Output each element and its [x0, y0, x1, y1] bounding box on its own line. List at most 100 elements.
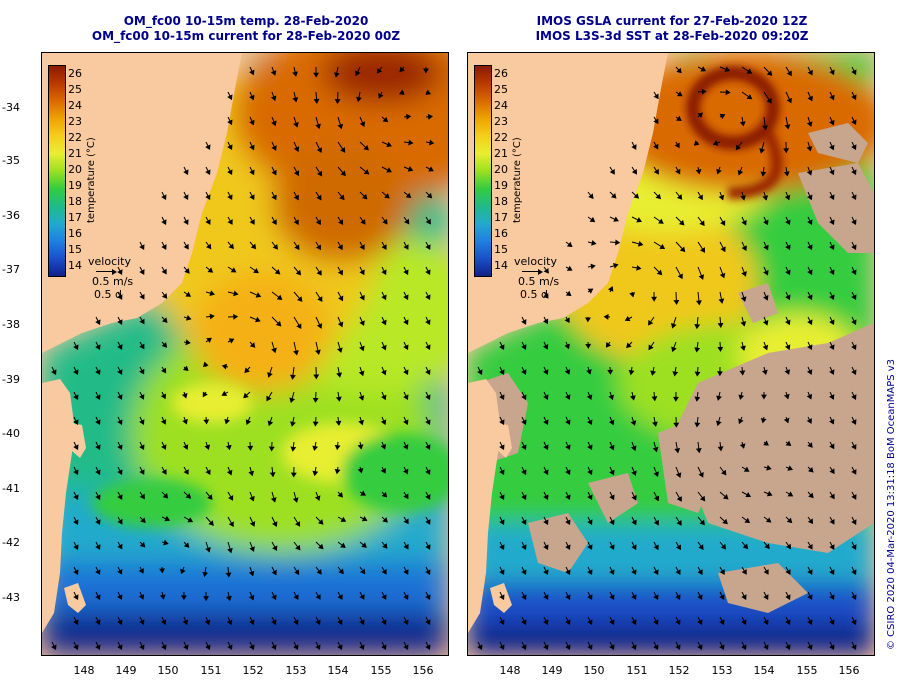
left-map-svg: [42, 53, 448, 655]
current-vector-head: [737, 169, 744, 176]
velocity-legend-speed: 0.5 m/s: [518, 275, 560, 288]
current-vector-head: [699, 247, 706, 253]
current-vector-head: [182, 418, 188, 425]
current-vector-head: [253, 267, 259, 274]
current-vector-head: [851, 319, 857, 326]
current-vector-head: [633, 193, 640, 199]
current-vector-head: [499, 594, 505, 601]
current-vector-head: [741, 644, 747, 651]
colorbar-label: 21: [68, 147, 82, 160]
current-vector-head: [248, 470, 255, 477]
x-tick-label: 156: [412, 664, 434, 677]
current-vector-head: [225, 444, 232, 451]
current-vector-head: [183, 243, 189, 250]
current-vector-head: [183, 469, 189, 475]
colorbar-label: 22: [68, 131, 82, 144]
current-vector-head: [428, 166, 434, 172]
current-vector-head: [499, 344, 505, 351]
current-vector-head: [763, 440, 769, 446]
colorbar-label: 15: [494, 243, 508, 256]
current-vector-head: [249, 342, 256, 348]
current-vector-head: [676, 496, 682, 502]
current-vector-head: [73, 344, 79, 351]
current-vector-head: [697, 619, 703, 626]
current-vector-head: [248, 594, 255, 601]
current-vector-head: [315, 644, 321, 651]
current-vector-head: [675, 644, 681, 651]
current-vector-head: [425, 494, 431, 500]
x-tick-label: 154: [753, 664, 775, 677]
current-vector-head: [807, 518, 814, 525]
current-vector-head: [380, 467, 386, 474]
credit-text: © CSIRO 2020 04-Mar-2020 13:31:18 BoM Oc…: [886, 358, 897, 650]
current-vector-head: [587, 619, 593, 626]
current-vector-head: [829, 344, 835, 351]
current-vector-head: [233, 290, 239, 297]
current-vector-head: [631, 569, 637, 576]
current-vector-head: [851, 594, 857, 601]
current-vector-head: [161, 444, 167, 450]
current-vector-head: [671, 346, 677, 353]
current-vector-head: [185, 493, 192, 499]
current-vector-head: [337, 321, 344, 328]
current-vector-head: [403, 493, 409, 500]
current-vector-head: [608, 394, 615, 401]
current-vector-head: [521, 369, 527, 376]
current-vector-head: [521, 394, 527, 401]
current-vector-head: [631, 519, 637, 526]
current-vector-head: [206, 243, 212, 250]
current-vector-head: [249, 495, 255, 502]
current-vector-head: [204, 619, 211, 626]
current-vector-head: [697, 569, 703, 575]
x-tick-label: 151: [200, 664, 222, 677]
current-vector-head: [542, 343, 549, 350]
current-vector-head: [739, 370, 746, 376]
current-vector-head: [425, 444, 431, 450]
current-vector-head: [543, 293, 549, 299]
current-vector-head: [228, 521, 234, 528]
current-vector-head: [626, 342, 632, 349]
current-vector-head: [676, 194, 683, 200]
current-vector-head: [851, 169, 857, 176]
current-vector-head: [587, 469, 593, 476]
current-vector-head: [425, 469, 431, 475]
current-vector-head: [697, 644, 703, 651]
current-vector-head: [762, 195, 768, 201]
current-vector-head: [808, 467, 814, 473]
current-vector-head: [73, 569, 79, 576]
current-vector-head: [313, 374, 320, 380]
current-vector-head: [543, 469, 549, 476]
current-vector-head: [227, 94, 233, 101]
current-vector-head: [378, 92, 384, 99]
current-vector-head: [697, 594, 703, 601]
current-vector-head: [117, 569, 123, 575]
current-vector-head: [631, 644, 637, 651]
current-vector-head: [521, 644, 527, 651]
left-map-panel[interactable]: 26 25 24 23 22 21 20 19 18 17 16 15 14 t…: [41, 52, 449, 656]
current-vector-head: [95, 594, 101, 601]
current-vector-head: [739, 443, 746, 449]
colorbar-label: 20: [494, 163, 508, 176]
current-vector-head: [73, 544, 79, 551]
current-vector-head: [590, 263, 596, 270]
current-vector-head: [334, 444, 341, 451]
current-vector-head: [521, 569, 527, 576]
current-vector-head: [722, 494, 729, 500]
current-vector-head: [294, 244, 300, 251]
current-vector-head: [271, 120, 277, 127]
colorbar-label: 18: [68, 195, 82, 208]
current-vector-head: [117, 369, 123, 375]
current-vector-head: [381, 619, 387, 626]
current-vector-head: [336, 372, 343, 378]
current-vector-head: [746, 68, 753, 74]
current-vector-head: [636, 264, 642, 271]
colorbar-label: 17: [494, 211, 508, 224]
current-vector-head: [477, 644, 483, 651]
current-vector-head: [605, 342, 612, 348]
current-vector-head: [740, 195, 746, 201]
right-map-panel[interactable]: 26 25 24 23 22 21 20 19 18 17 16 15 14 t…: [467, 52, 875, 656]
current-vector-head: [630, 420, 637, 426]
current-vector-head: [695, 448, 702, 454]
x-tick-label: 149: [115, 664, 137, 677]
current-vector-head: [609, 569, 615, 576]
